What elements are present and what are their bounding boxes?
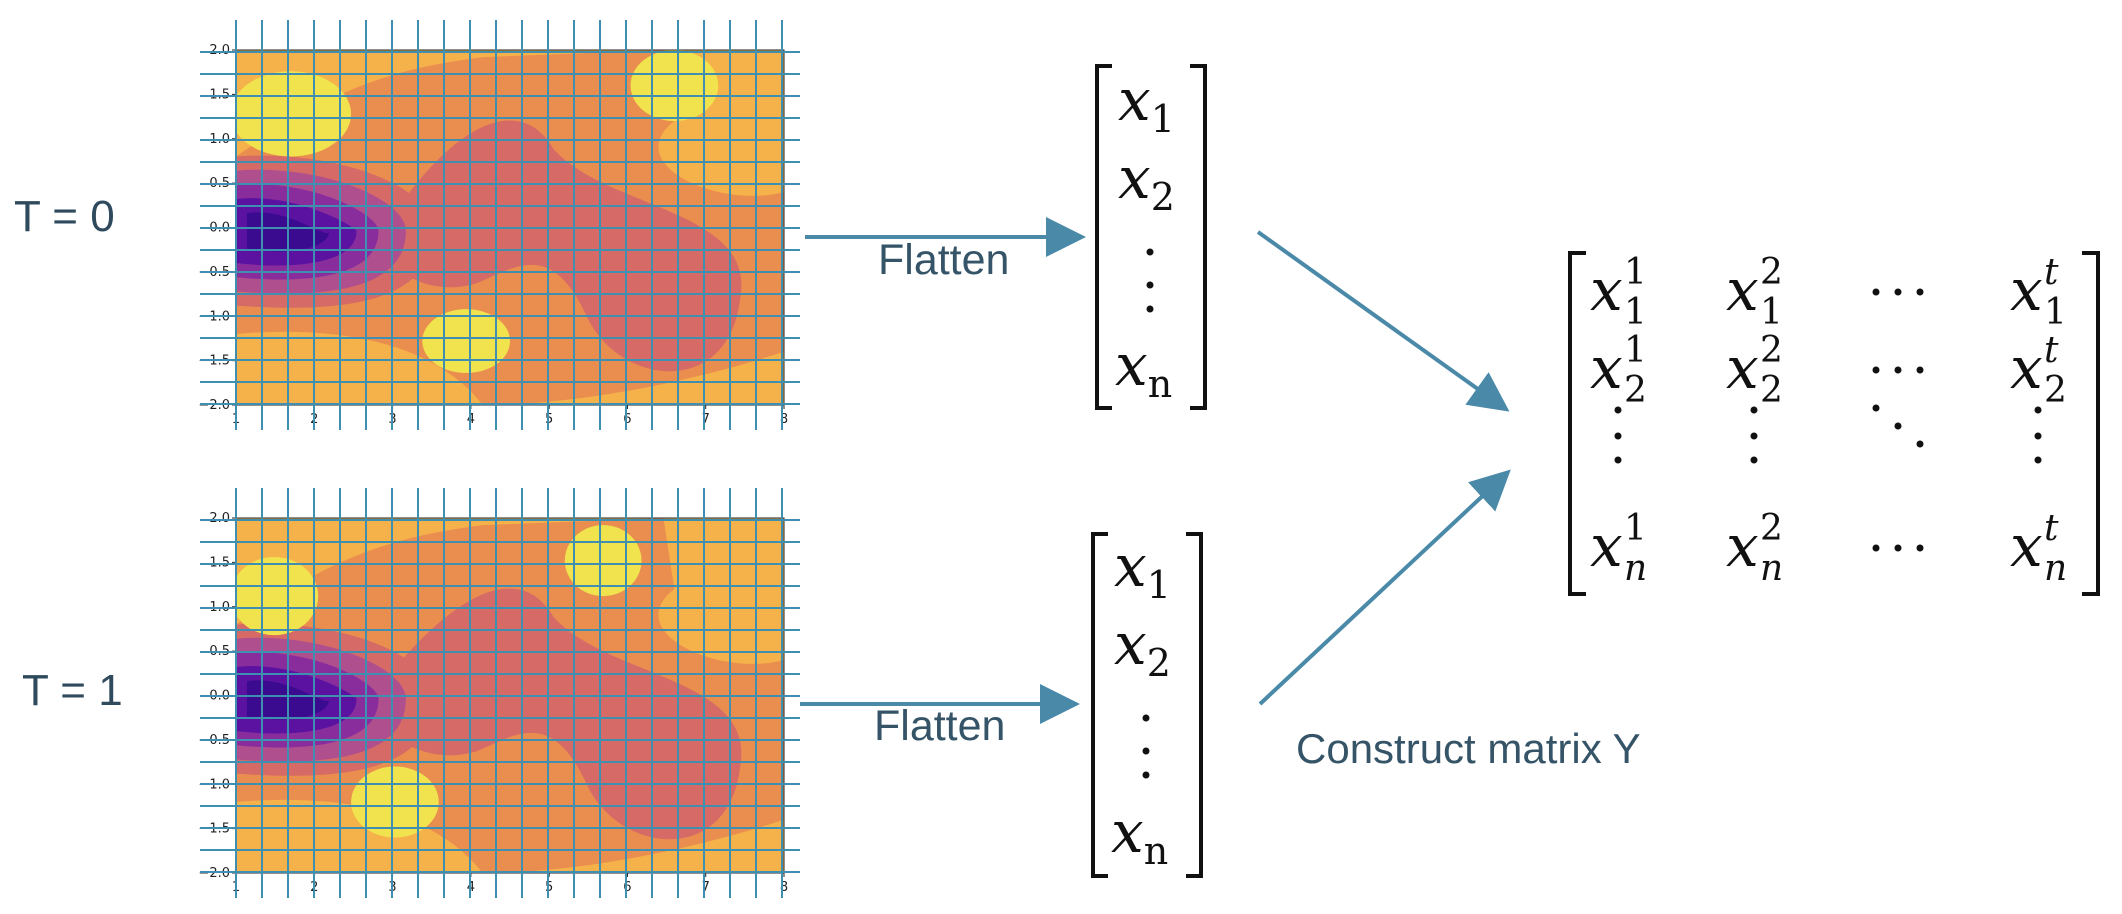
matrix-entry-subscript: 2 bbox=[2044, 370, 2067, 411]
matrix-entry: x bbox=[1590, 256, 1623, 324]
matrix-entry-superscript: t bbox=[2044, 330, 2059, 371]
construct-arrow-bottom bbox=[1258, 469, 1511, 706]
matrix-entry-superscript: 2 bbox=[1760, 252, 1783, 293]
matrix-entry: x bbox=[2010, 334, 2043, 402]
matrix-entry: x bbox=[2010, 512, 2043, 580]
vector-entry-x2: x bbox=[1114, 610, 1147, 678]
x-tick-label: 5 bbox=[545, 412, 553, 427]
matrix-entry: x bbox=[1590, 512, 1623, 580]
vector-entry-x1: x bbox=[1114, 532, 1147, 600]
y-tick-label: 1.5 bbox=[209, 87, 230, 102]
matrix-vdots bbox=[2034, 406, 2042, 464]
flatten-label-t1: Flatten bbox=[874, 702, 1006, 750]
vector-t1: x1 x2 xn bbox=[1091, 532, 1203, 878]
matrix-ddots bbox=[1872, 404, 1924, 448]
matrix-entry-superscript: t bbox=[2044, 508, 2059, 549]
matrix-entry-superscript: t bbox=[2044, 252, 2059, 293]
discretization-grid bbox=[200, 488, 800, 898]
svg-text:x2: x2 bbox=[1118, 144, 1175, 219]
matrix-vdots bbox=[1614, 406, 1622, 464]
y-tick-label: −1.5 bbox=[198, 354, 230, 369]
matrix-entry-superscript: 1 bbox=[1624, 252, 1647, 293]
matrix-vdots bbox=[1750, 406, 1758, 464]
vector-entry-xn: x bbox=[1111, 798, 1144, 866]
svg-text:x2: x2 bbox=[1114, 610, 1171, 685]
matrix-hdots bbox=[1872, 366, 1924, 374]
svg-text:xn: xn bbox=[1111, 798, 1168, 873]
y-tick-label: −1.5 bbox=[198, 822, 230, 837]
matrix-y: x 11 x 21 x t1x 12 x 22 x t2x 1n x 2n x tn bbox=[1568, 251, 2100, 596]
matrix-entry-subscript: n bbox=[2044, 548, 2067, 589]
x-tick-label: 8 bbox=[780, 412, 788, 427]
matrix-entry: x bbox=[1726, 334, 1759, 402]
x-tick-label: 8 bbox=[780, 880, 788, 895]
time-label-t0: T = 0 bbox=[14, 192, 115, 241]
discretization-grid bbox=[200, 20, 800, 430]
x-tick-label: 6 bbox=[623, 880, 631, 895]
matrix-hdots bbox=[1872, 544, 1924, 552]
matrix-entry-subscript: 1 bbox=[1760, 292, 1783, 333]
vector-entry-x1: x bbox=[1118, 66, 1151, 134]
matrix-entry-superscript: 2 bbox=[1760, 508, 1783, 549]
construct-arrow-top bbox=[1256, 230, 1510, 412]
construct-matrix-label: Construct matrix Y bbox=[1296, 725, 1641, 772]
vector-entry-x2: x bbox=[1118, 144, 1151, 212]
matrix-entry-subscript: 1 bbox=[1624, 292, 1647, 333]
matrix-entry-superscript: 2 bbox=[1760, 330, 1783, 371]
y-tick-label: 2.0 bbox=[209, 511, 230, 526]
matrix-hdots bbox=[1872, 288, 1924, 296]
matrix-entry-subscript: n bbox=[1760, 548, 1783, 589]
matrix-entry-subscript: n bbox=[1624, 548, 1647, 589]
matrix-entry-superscript: 1 bbox=[1624, 330, 1647, 371]
matrix-entry-subscript: 2 bbox=[1760, 370, 1783, 411]
matrix-entry-subscript: 2 bbox=[1624, 370, 1647, 411]
y-tick-label: 2.0 bbox=[209, 43, 230, 58]
x-tick-label: 7 bbox=[702, 880, 710, 895]
vector-vdots bbox=[1142, 714, 1150, 779]
x-tick-label: 7 bbox=[702, 412, 710, 427]
vector-t0: x1 x2 xn bbox=[1095, 64, 1207, 410]
vector-entry-xn: x bbox=[1115, 331, 1148, 399]
matrix-entry-subscript: 1 bbox=[2044, 292, 2067, 333]
contour-plot-t1: 123456782.01.51.00.50.0−0.5−1.0−1.5−2.0 bbox=[198, 488, 800, 898]
matrix-entry: x bbox=[1590, 334, 1623, 402]
y-tick-label: −2.0 bbox=[198, 866, 230, 881]
matrix-entry-superscript: 1 bbox=[1624, 508, 1647, 549]
x-tick-label: 6 bbox=[623, 412, 631, 427]
svg-text:xn: xn bbox=[1115, 331, 1172, 406]
y-tick-label: 1.5 bbox=[209, 555, 230, 570]
time-label-t1: T = 1 bbox=[22, 666, 123, 715]
y-tick-label: −2.0 bbox=[198, 398, 230, 413]
vector-vdots bbox=[1146, 248, 1154, 313]
contour-plot-t0: 123456782.01.51.00.50.0−0.5−1.0−1.5−2.0 bbox=[198, 20, 800, 430]
matrix-entry: x bbox=[1726, 256, 1759, 324]
svg-text:x1: x1 bbox=[1118, 66, 1175, 141]
matrix-entry: x bbox=[2010, 256, 2043, 324]
svg-text:x1: x1 bbox=[1114, 532, 1171, 607]
matrix-entry: x bbox=[1726, 512, 1759, 580]
x-tick-label: 5 bbox=[545, 880, 553, 895]
flatten-label-t0: Flatten bbox=[878, 236, 1010, 284]
